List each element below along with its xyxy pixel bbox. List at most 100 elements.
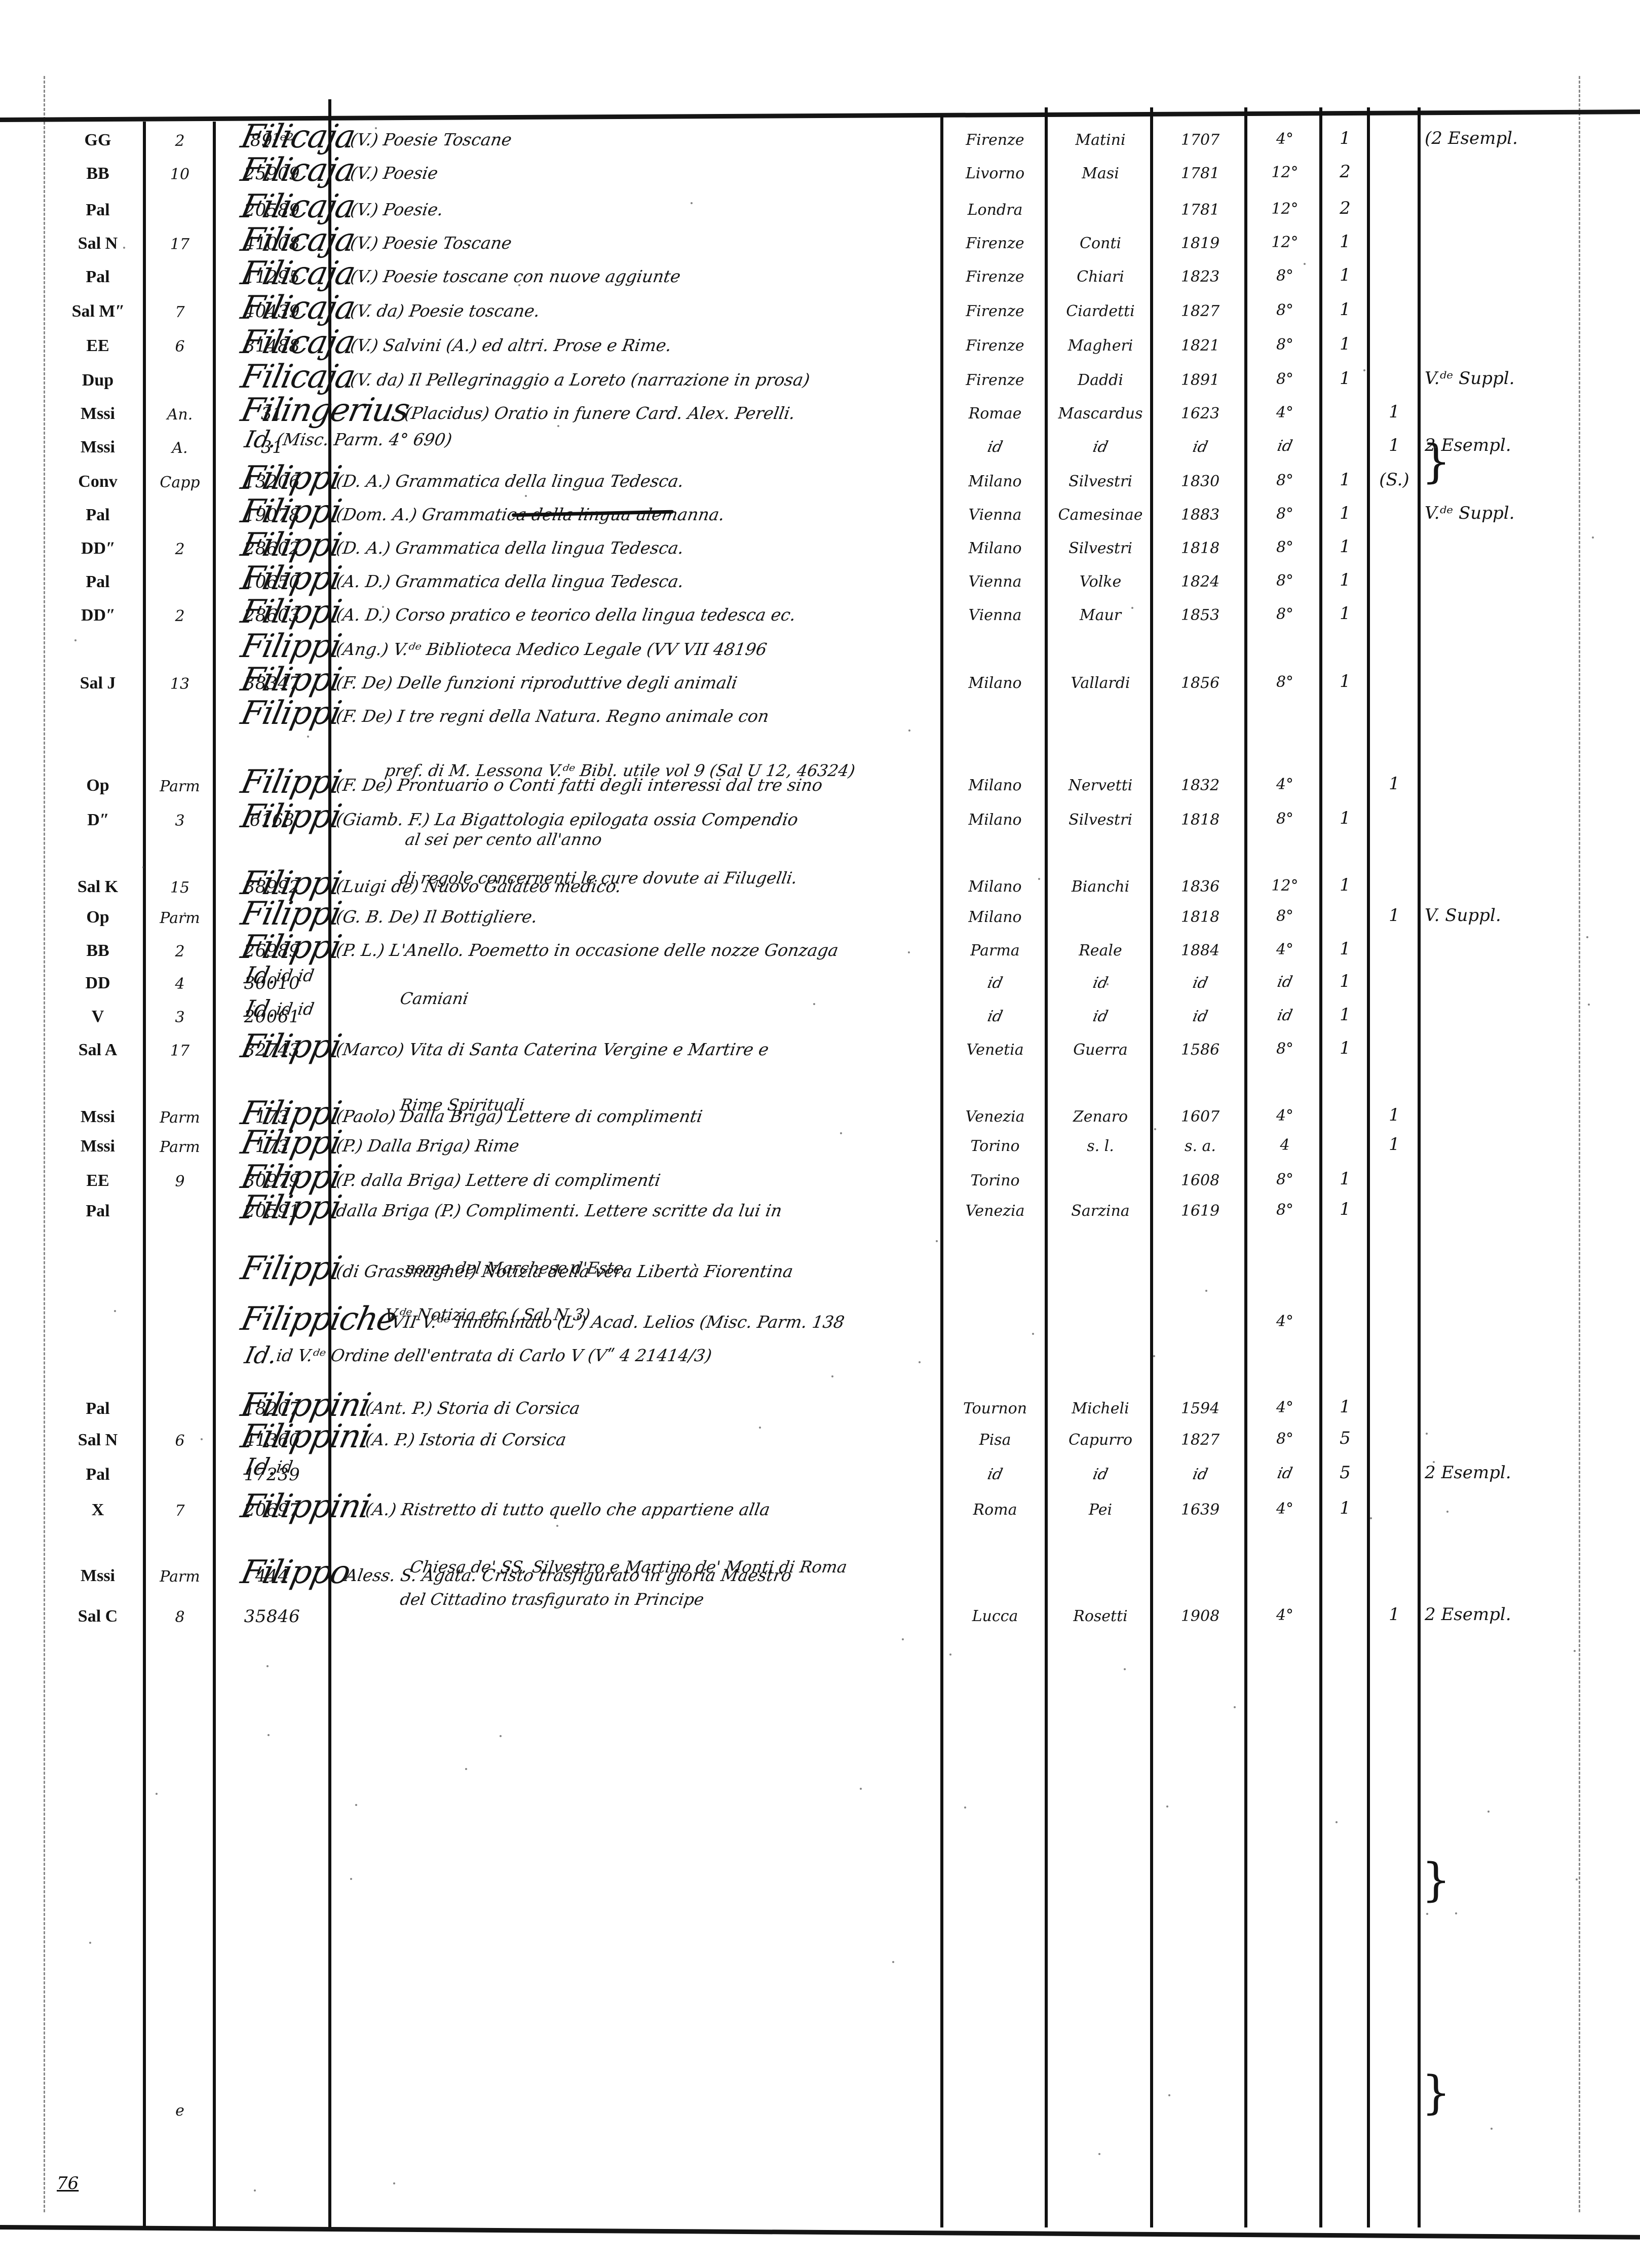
shelf-mark: Sal J	[55, 675, 141, 692]
format-size: 12°	[1249, 165, 1320, 180]
format-size: 8°	[1249, 675, 1320, 690]
entry-title: Filippi (G. B. De) Il Bottigliere.	[238, 898, 937, 930]
entry-statement: (Paolo) Dalla Briga) Lettere di complime…	[335, 1108, 704, 1125]
shelf-mark: X	[55, 1502, 141, 1519]
shelf-mark: EE	[55, 337, 141, 355]
shelf-mark: Op	[55, 909, 141, 926]
paper-speck	[1168, 2094, 1170, 2096]
entry-statement: (A. P.) Istoria di Corsica	[364, 1431, 567, 1448]
place-of-publication: Livorno	[945, 166, 1045, 181]
paper-speck	[1124, 1668, 1126, 1670]
entry-surname: Filicaja	[238, 154, 357, 186]
publisher: Mascardus	[1050, 406, 1151, 421]
paper-speck	[518, 284, 520, 286]
copies-count-a: 1	[1324, 370, 1366, 387]
paper-speck	[860, 1788, 862, 1790]
year-of-publication: id	[1154, 440, 1247, 455]
entry-continuation: del Cittadino trasfigurato in Principe	[399, 1590, 705, 1609]
entry-statement: (Giamb. F.) La Bigattologia epilogata os…	[335, 811, 799, 828]
shelf-mark: Mssi	[55, 1567, 141, 1585]
place-of-publication: Firenze	[945, 236, 1045, 251]
copies-count-b: 1	[1371, 1606, 1418, 1623]
ditto-surname: Id.	[243, 1455, 279, 1478]
publisher: Daddi	[1050, 373, 1151, 388]
year-of-publication: 1853	[1155, 608, 1245, 623]
entry-note: V.ᵈᵉ Suppl.	[1425, 370, 1627, 387]
paper-speck	[266, 1665, 269, 1667]
entry-title: Filippi (A. D.) Grammatica della lingua …	[238, 562, 937, 595]
shelf-mark: Pal	[55, 1400, 141, 1417]
shelf-mark: GG	[55, 132, 141, 149]
paper-speck	[534, 1602, 536, 1604]
volume-number: 17	[147, 1044, 213, 1059]
place-of-publication: Roma	[945, 1503, 1045, 1518]
entry-statement: id V.ᵈᵉ Ordine dell'entrata di Carlo V (…	[276, 1347, 713, 1364]
entry-title: Filicaja (V.) Poesie Toscane	[238, 121, 937, 153]
entry-surname: Filippi	[238, 1030, 344, 1063]
entry-title: Filicaja (V. da) Poesie toscane.	[238, 292, 937, 324]
entry-statement: (P. L.) L'Anello. Poemetto in occasione …	[335, 942, 840, 958]
place-of-publication: Vienna	[945, 608, 1045, 623]
paper-speck	[759, 1427, 761, 1429]
place-of-publication: Torino	[945, 1139, 1045, 1154]
publisher: Silvestri	[1050, 541, 1151, 556]
entry-statement: (P.) Dalla Briga) Rime	[335, 1137, 521, 1154]
year-of-publication: 1856	[1155, 676, 1245, 691]
entry-title: Id. (Misc. Parm. 4° 690)	[238, 428, 937, 451]
paper-speck	[1588, 1004, 1590, 1006]
entry-surname: Filippi	[238, 898, 344, 930]
entry-title: Filippi (P. L.) L'Anello. Poemetto in oc…	[238, 931, 937, 964]
place-of-publication: Parma	[945, 943, 1045, 958]
paper-speck	[1205, 1290, 1207, 1292]
format-size: 8°	[1249, 303, 1320, 318]
entry-title: Filingerius (Placidus) Oratio in funere …	[238, 394, 937, 427]
folio-number: 76	[57, 2173, 79, 2194]
paper-speck	[1234, 1706, 1236, 1708]
paper-speck	[1576, 1878, 1578, 1880]
copies-count-a: 1	[1324, 1006, 1366, 1023]
entry-surname: Filippi	[238, 931, 344, 964]
entry-statement: (V.) Poesie Toscane	[349, 131, 513, 148]
entry-surname: Filippi	[238, 462, 344, 494]
year-of-publication: 1908	[1155, 1609, 1245, 1624]
place-of-publication: Torino	[945, 1173, 1045, 1188]
paper-speck	[201, 1438, 203, 1440]
entry-statement: (F. De) I tre regni della Natura. Regno …	[335, 708, 771, 724]
place-of-publication: Milano	[945, 676, 1045, 691]
catalog-page: GG 2 89¹ᵉ² Filicaja (V.) Poesie Toscane Fire…	[0, 0, 1640, 2268]
volume-number: 2	[147, 542, 213, 557]
year-of-publication: id	[1154, 1467, 1247, 1482]
format-size: id	[1248, 1008, 1322, 1023]
column-rule-copies-b	[1418, 107, 1421, 2227]
entry-surname: Filippiche	[238, 1303, 399, 1335]
ditto-surname: Id.	[243, 428, 279, 451]
entry-title: Id. id V.ᵈᵉ Ordine dell'entrata di Carlo…	[238, 1343, 937, 1367]
publisher: id	[1048, 1467, 1153, 1482]
year-of-publication: 1819	[1155, 236, 1245, 251]
entry-statement: (V. da) Il Pellegrinaggio a Loreto (narr…	[349, 371, 811, 388]
entry-title: Filicaja (V.) Poesie toscane con nuove a…	[238, 257, 937, 290]
publisher: Vallardi	[1050, 676, 1151, 691]
year-of-publication: 1594	[1155, 1401, 1245, 1416]
entry-statement: (V.) Poesie	[349, 165, 439, 181]
volume-number: 15	[147, 880, 213, 896]
paper-speck	[320, 812, 322, 814]
entry-statement: (A.) Ristretto di tutto quello che appar…	[364, 1501, 771, 1518]
column-rule-format	[1319, 107, 1322, 2227]
publisher: Capurro	[1050, 1433, 1151, 1448]
paper-speck	[1107, 983, 1109, 985]
entry-surname: Filicaja	[238, 190, 357, 223]
paper-speck	[964, 1806, 966, 1809]
entry-title: Filicaja (V.) Poesie	[238, 154, 937, 186]
publisher: Ciardetti	[1050, 304, 1151, 319]
entry-note: 2 Esempl.	[1425, 1464, 1627, 1481]
entry-surname: Filippi	[238, 529, 344, 561]
place-of-publication: Firenze	[945, 270, 1045, 285]
format-size: 8°	[1249, 573, 1320, 589]
shelf-mark: Mssi	[55, 1108, 141, 1126]
column-rule-year	[1244, 107, 1247, 2227]
paper-speck	[936, 1240, 938, 1242]
entry-statement: (V.) Poesie toscane con nuove aggiunte	[349, 268, 681, 285]
volume-e-marker: e	[147, 2103, 213, 2119]
place-of-publication: id	[944, 1009, 1046, 1024]
